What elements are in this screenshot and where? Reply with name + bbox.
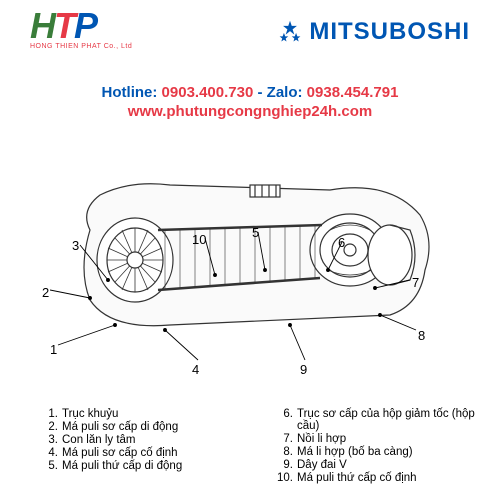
- header: HTP HONG THIEN PHAT Co., Ltd MITSUBOSHI: [0, 0, 500, 80]
- mitsuboshi-logo: MITSUBOSHI: [277, 18, 470, 46]
- legend-left-column: 1.Trục khuỷu2.Má puli sơ cấp di động3.Co…: [40, 408, 245, 485]
- cvt-technical-drawing: [50, 130, 450, 380]
- diagram-label-4: 4: [192, 362, 199, 377]
- legend-item: 3.Con lăn ly tâm: [40, 434, 245, 446]
- diagram-label-5: 5: [252, 225, 259, 240]
- legend-item: 9.Dây đai V: [275, 459, 480, 471]
- htp-subtitle: HONG THIEN PHAT Co., Ltd: [30, 43, 132, 50]
- cvt-diagram: 1 2 3 4 5 6 7 8 9 10: [0, 130, 500, 380]
- three-star-icon: [277, 19, 303, 45]
- legend-item: 6.Trục sơ cấp của hộp giảm tốc (hộp cầu): [275, 408, 480, 432]
- diagram-label-6: 6: [338, 235, 345, 250]
- diagram-label-9: 9: [300, 362, 307, 377]
- hotline-label: Hotline:: [102, 84, 158, 101]
- diagram-label-7: 7: [412, 275, 419, 290]
- htp-logo: HTP HONG THIEN PHAT Co., Ltd: [30, 5, 132, 50]
- contact-phone-line: Hotline: 0903.400.730 - Zalo: 0938.454.7…: [0, 84, 500, 101]
- legend-item: 5.Má puli thứ cấp di động: [40, 460, 245, 472]
- separator: -: [257, 84, 266, 101]
- legend-right-column: 6.Trục sơ cấp của hộp giảm tốc (hộp cầu)…: [275, 408, 480, 485]
- contact-info: Hotline: 0903.400.730 - Zalo: 0938.454.7…: [0, 84, 500, 120]
- legend-item: 1.Trục khuỷu: [40, 408, 245, 420]
- legend-item: 2.Má puli sơ cấp di động: [40, 421, 245, 433]
- diagram-label-1: 1: [50, 342, 57, 357]
- legend-item: 10.Má puli thứ cấp cố định: [275, 472, 480, 484]
- diagram-label-10: 10: [192, 232, 206, 247]
- parts-legend: 1.Trục khuỷu2.Má puli sơ cấp di động3.Co…: [40, 408, 480, 485]
- website-line: www.phutungcongnghiep24h.com: [0, 103, 500, 120]
- hotline-number: 0903.400.730: [162, 84, 254, 101]
- zalo-number: 0938.454.791: [307, 84, 399, 101]
- legend-item: 8.Má li hợp (bố ba càng): [275, 446, 480, 458]
- mitsuboshi-text: MITSUBOSHI: [309, 18, 470, 46]
- legend-item: 7.Nồi li hợp: [275, 433, 480, 445]
- zalo-label: Zalo:: [267, 84, 303, 101]
- diagram-label-8: 8: [418, 328, 425, 343]
- legend-item: 4.Má puli sơ cấp cố định: [40, 447, 245, 459]
- htp-logo-text: HTP: [30, 5, 132, 47]
- diagram-label-3: 3: [72, 238, 79, 253]
- diagram-label-2: 2: [42, 285, 49, 300]
